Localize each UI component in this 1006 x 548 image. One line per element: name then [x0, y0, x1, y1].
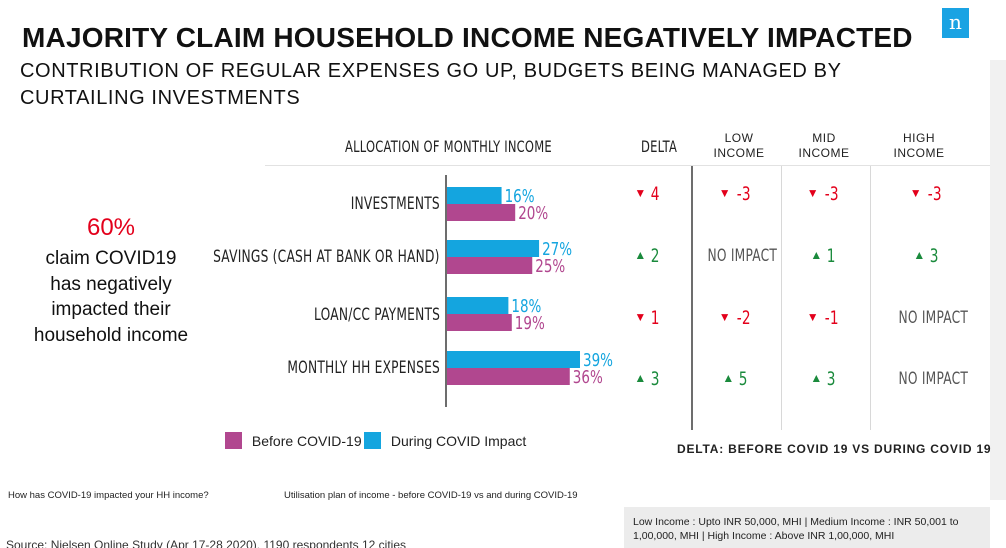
bar-label-before: 19% — [515, 313, 545, 334]
delta-value: 5 — [738, 368, 748, 390]
cell-high: NO IMPACT — [885, 368, 969, 390]
column-divider — [781, 166, 782, 430]
slide-subtitle: CONTRIBUTION OF REGULAR EXPENSES GO UP, … — [20, 60, 842, 109]
low-income-header: LOW INCOME — [713, 131, 765, 160]
high-income-header: HIGH INCOME — [893, 131, 945, 160]
triangle-up-icon: ▲ — [634, 371, 647, 385]
allocation-header: ALLOCATION OF MONTHLY INCOME — [345, 137, 552, 156]
no-impact-label: NO IMPACT — [898, 308, 969, 328]
triangle-up-icon: ▲ — [810, 371, 823, 385]
legend-before-label: Before COVID-19 — [251, 433, 362, 449]
bar-before-covid — [447, 204, 516, 221]
legend-before-swatch — [225, 432, 242, 449]
delta-value: -1 — [824, 307, 839, 329]
cell-delta: ▼ 1 — [606, 307, 690, 330]
triangle-up-icon: ▲ — [810, 248, 823, 262]
cell-high: ▲ 3 — [885, 245, 969, 268]
triangle-down-icon: ▼ — [909, 186, 922, 200]
cell-high: NO IMPACT — [885, 307, 969, 329]
bar-during-covid — [447, 351, 580, 368]
delta-header: DELTA — [641, 137, 678, 156]
income-footnote: Low Income : Upto INR 50,000, MHI | Medi… — [624, 507, 990, 548]
slide-title: MAJORITY CLAIM HOUSEHOLD INCOME NEGATIVE… — [22, 22, 913, 53]
source-note: Source: Nielsen Online Study (Apr 17-28 … — [6, 538, 407, 548]
row-label-expenses: MONTHLY HH EXPENSES — [287, 358, 440, 378]
bar-label-before: 25% — [535, 256, 565, 277]
column-divider — [870, 166, 871, 430]
question-1: How has COVID-19 impacted your HH income… — [8, 490, 209, 501]
header-divider — [265, 165, 990, 166]
scrollbar-track[interactable] — [990, 60, 1006, 500]
triangle-down-icon: ▼ — [718, 186, 731, 200]
cell-low: NO IMPACT — [694, 245, 778, 267]
row-label-investments: INVESTMENTS — [350, 194, 440, 214]
cell-high: ▼ -3 — [885, 183, 969, 206]
delta-value: 4 — [650, 183, 660, 205]
triangle-up-icon: ▲ — [634, 248, 647, 262]
legend-during-swatch — [364, 432, 381, 449]
bar-during-covid — [447, 187, 502, 204]
triangle-down-icon: ▼ — [634, 310, 647, 324]
no-impact-label: NO IMPACT — [898, 369, 969, 389]
bar-label-during: 27% — [542, 239, 572, 260]
cell-delta: ▲ 2 — [606, 245, 690, 268]
callout-stat: 60% claim COVID19 has negatively impacte… — [28, 214, 194, 348]
delta-note: DELTA: BEFORE COVID 19 VS DURING COVID 1… — [677, 442, 992, 456]
cell-low: ▲ 5 — [694, 368, 778, 391]
delta-value: 3 — [929, 245, 939, 267]
delta-value: -2 — [736, 307, 751, 329]
chart-axis — [445, 175, 447, 407]
cell-low: ▼ -2 — [694, 307, 778, 330]
row-label-loan: LOAN/CC PAYMENTS — [313, 305, 440, 325]
bar-label-before: 20% — [518, 203, 548, 224]
callout-percent: 60% — [86, 214, 136, 241]
legend-during-label: During COVID Impact — [390, 433, 527, 449]
mid-income-header: MID INCOME — [798, 131, 850, 160]
legend-during: During COVID Impact — [364, 432, 526, 449]
delta-value: -3 — [824, 183, 839, 205]
cell-delta: ▲ 3 — [606, 368, 690, 391]
cell-mid: ▼ -1 — [782, 307, 866, 330]
triangle-up-icon: ▲ — [913, 248, 926, 262]
bar-before-covid — [447, 314, 512, 331]
delta-value: 3 — [650, 368, 660, 390]
triangle-down-icon: ▼ — [634, 186, 647, 200]
triangle-down-icon: ▼ — [718, 310, 731, 324]
delta-divider — [691, 166, 693, 430]
delta-value: 3 — [826, 368, 836, 390]
nielsen-logo-icon: n — [942, 8, 969, 38]
bar-label-before: 36% — [573, 367, 603, 388]
cell-mid: ▲ 3 — [782, 368, 866, 391]
bar-label-during: 18% — [511, 296, 541, 317]
triangle-up-icon: ▲ — [722, 371, 735, 385]
delta-value: -3 — [927, 183, 942, 205]
delta-value: 1 — [650, 307, 660, 329]
callout-text: claim COVID19 has negatively impacted th… — [33, 248, 189, 346]
cell-low: ▼ -3 — [694, 183, 778, 206]
bar-label-during: 39% — [583, 350, 613, 371]
delta-value: 2 — [650, 245, 660, 267]
cell-delta: ▼ 4 — [606, 183, 690, 206]
bar-during-covid — [447, 240, 540, 257]
triangle-down-icon: ▼ — [806, 186, 819, 200]
bar-before-covid — [447, 368, 570, 385]
legend-before: Before COVID-19 — [225, 432, 362, 449]
delta-value: -3 — [736, 183, 751, 205]
row-label-savings: SAVINGS (CASH AT BANK OR HAND) — [213, 247, 440, 267]
triangle-down-icon: ▼ — [806, 310, 819, 324]
cell-mid: ▲ 1 — [782, 245, 866, 268]
bar-during-covid — [447, 297, 509, 314]
question-2: Utilisation plan of income - before COVI… — [284, 490, 578, 501]
delta-value: 1 — [826, 245, 836, 267]
bar-label-during: 16% — [505, 186, 535, 207]
bar-before-covid — [447, 257, 533, 274]
no-impact-label: NO IMPACT — [707, 246, 778, 266]
cell-mid: ▼ -3 — [782, 183, 866, 206]
